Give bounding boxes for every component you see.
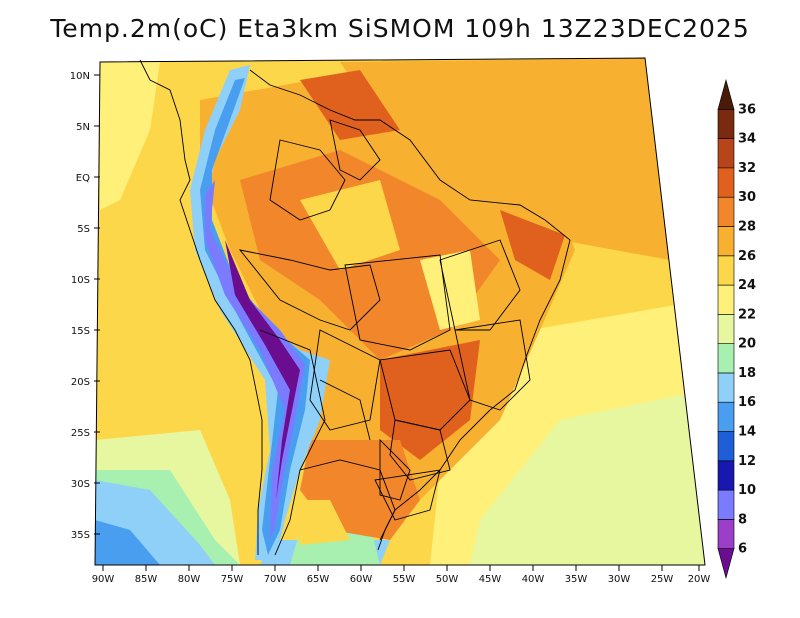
lat-label: 15S: [71, 326, 90, 337]
colorbar-bin: [717, 548, 735, 580]
colorbar-level-label: 18: [738, 366, 756, 381]
colorbar-bin: [717, 519, 735, 550]
colorbar-bin: [717, 314, 735, 344]
colorbar-level-label: 22: [738, 307, 756, 322]
colorbar-bin: [717, 255, 735, 286]
map-frame: [94, 57, 706, 566]
temperature-field: [95, 58, 705, 565]
lat-label: EQ: [76, 173, 90, 184]
lat-label: 5S: [77, 224, 90, 235]
lon-label: 55W: [393, 574, 416, 585]
colorbar-bin: [717, 460, 735, 491]
colorbar-level-label: 14: [738, 425, 756, 440]
lon-label: 70W: [264, 574, 287, 585]
borders: [139, 59, 571, 556]
colorbar-bin: [717, 343, 735, 374]
lon-label: 45W: [479, 574, 502, 585]
lon-label: 80W: [178, 574, 201, 585]
colorbar-bin: [717, 372, 735, 403]
lon-label: 85W: [135, 574, 158, 585]
colorbar-bin: [717, 226, 735, 257]
colorbar-level-label: 24: [738, 278, 756, 293]
lat-label: 10S: [71, 275, 90, 286]
latitude-axis: 10N 5N EQ 5S 10S 15S 20S 25S 30S 35S: [70, 71, 100, 541]
colorbar-bin: [717, 196, 735, 227]
lon-label: 60W: [350, 574, 373, 585]
lat-label: 30S: [71, 479, 90, 490]
colorbar-bin: [717, 431, 735, 462]
colorbar-level-label: 10: [738, 483, 756, 498]
colorbar-bin: [717, 284, 735, 315]
longitude-axis: 90W 85W 80W 75W 70W 65W 60W 55W 50W 45W …: [92, 565, 711, 585]
map-title: Temp.2m(oC) Eta3km SiSMOM 109h 13Z23DEC2…: [50, 14, 750, 43]
lon-label: 40W: [522, 574, 545, 585]
colorbar: 6 8 10 12 14 16 18 20 22 24 26 28 30 32 34 36: [717, 78, 756, 580]
colorbar-level-label: 26: [738, 249, 756, 264]
colorbar-bin: [717, 108, 735, 139]
lat-label: 20S: [71, 377, 90, 388]
lon-label: 50W: [436, 574, 459, 585]
lat-label: 5N: [76, 122, 90, 133]
lat-label: 25S: [71, 428, 90, 439]
lon-label: 35W: [565, 574, 588, 585]
colorbar-level-label: 20: [738, 337, 756, 352]
colorbar-level-label: 8: [738, 512, 747, 527]
colorbar-level-label: 6: [738, 542, 747, 557]
colorbar-bin: [717, 401, 735, 432]
colorbar-level-label: 34: [738, 132, 756, 147]
lat-label: 35S: [71, 530, 90, 541]
colorbar-level-label: 28: [738, 219, 756, 234]
lon-label: 20W: [688, 574, 711, 585]
colorbar-bin: [717, 167, 735, 198]
lon-label: 75W: [221, 574, 244, 585]
lon-label: 25W: [651, 574, 674, 585]
colorbar-bin: [717, 78, 735, 110]
lon-label: 30W: [608, 574, 631, 585]
colorbar-level-label: 32: [738, 161, 756, 176]
lon-label: 65W: [307, 574, 330, 585]
colorbar-level-label: 16: [738, 395, 756, 410]
colorbar-bin: [717, 489, 735, 520]
lat-label: 10N: [70, 71, 90, 82]
lon-label: 90W: [92, 574, 115, 585]
colorbar-level-label: 36: [738, 102, 756, 117]
colorbar-bin: [717, 138, 735, 169]
colorbar-level-label: 30: [738, 190, 756, 205]
colorbar-level-label: 12: [738, 454, 756, 469]
